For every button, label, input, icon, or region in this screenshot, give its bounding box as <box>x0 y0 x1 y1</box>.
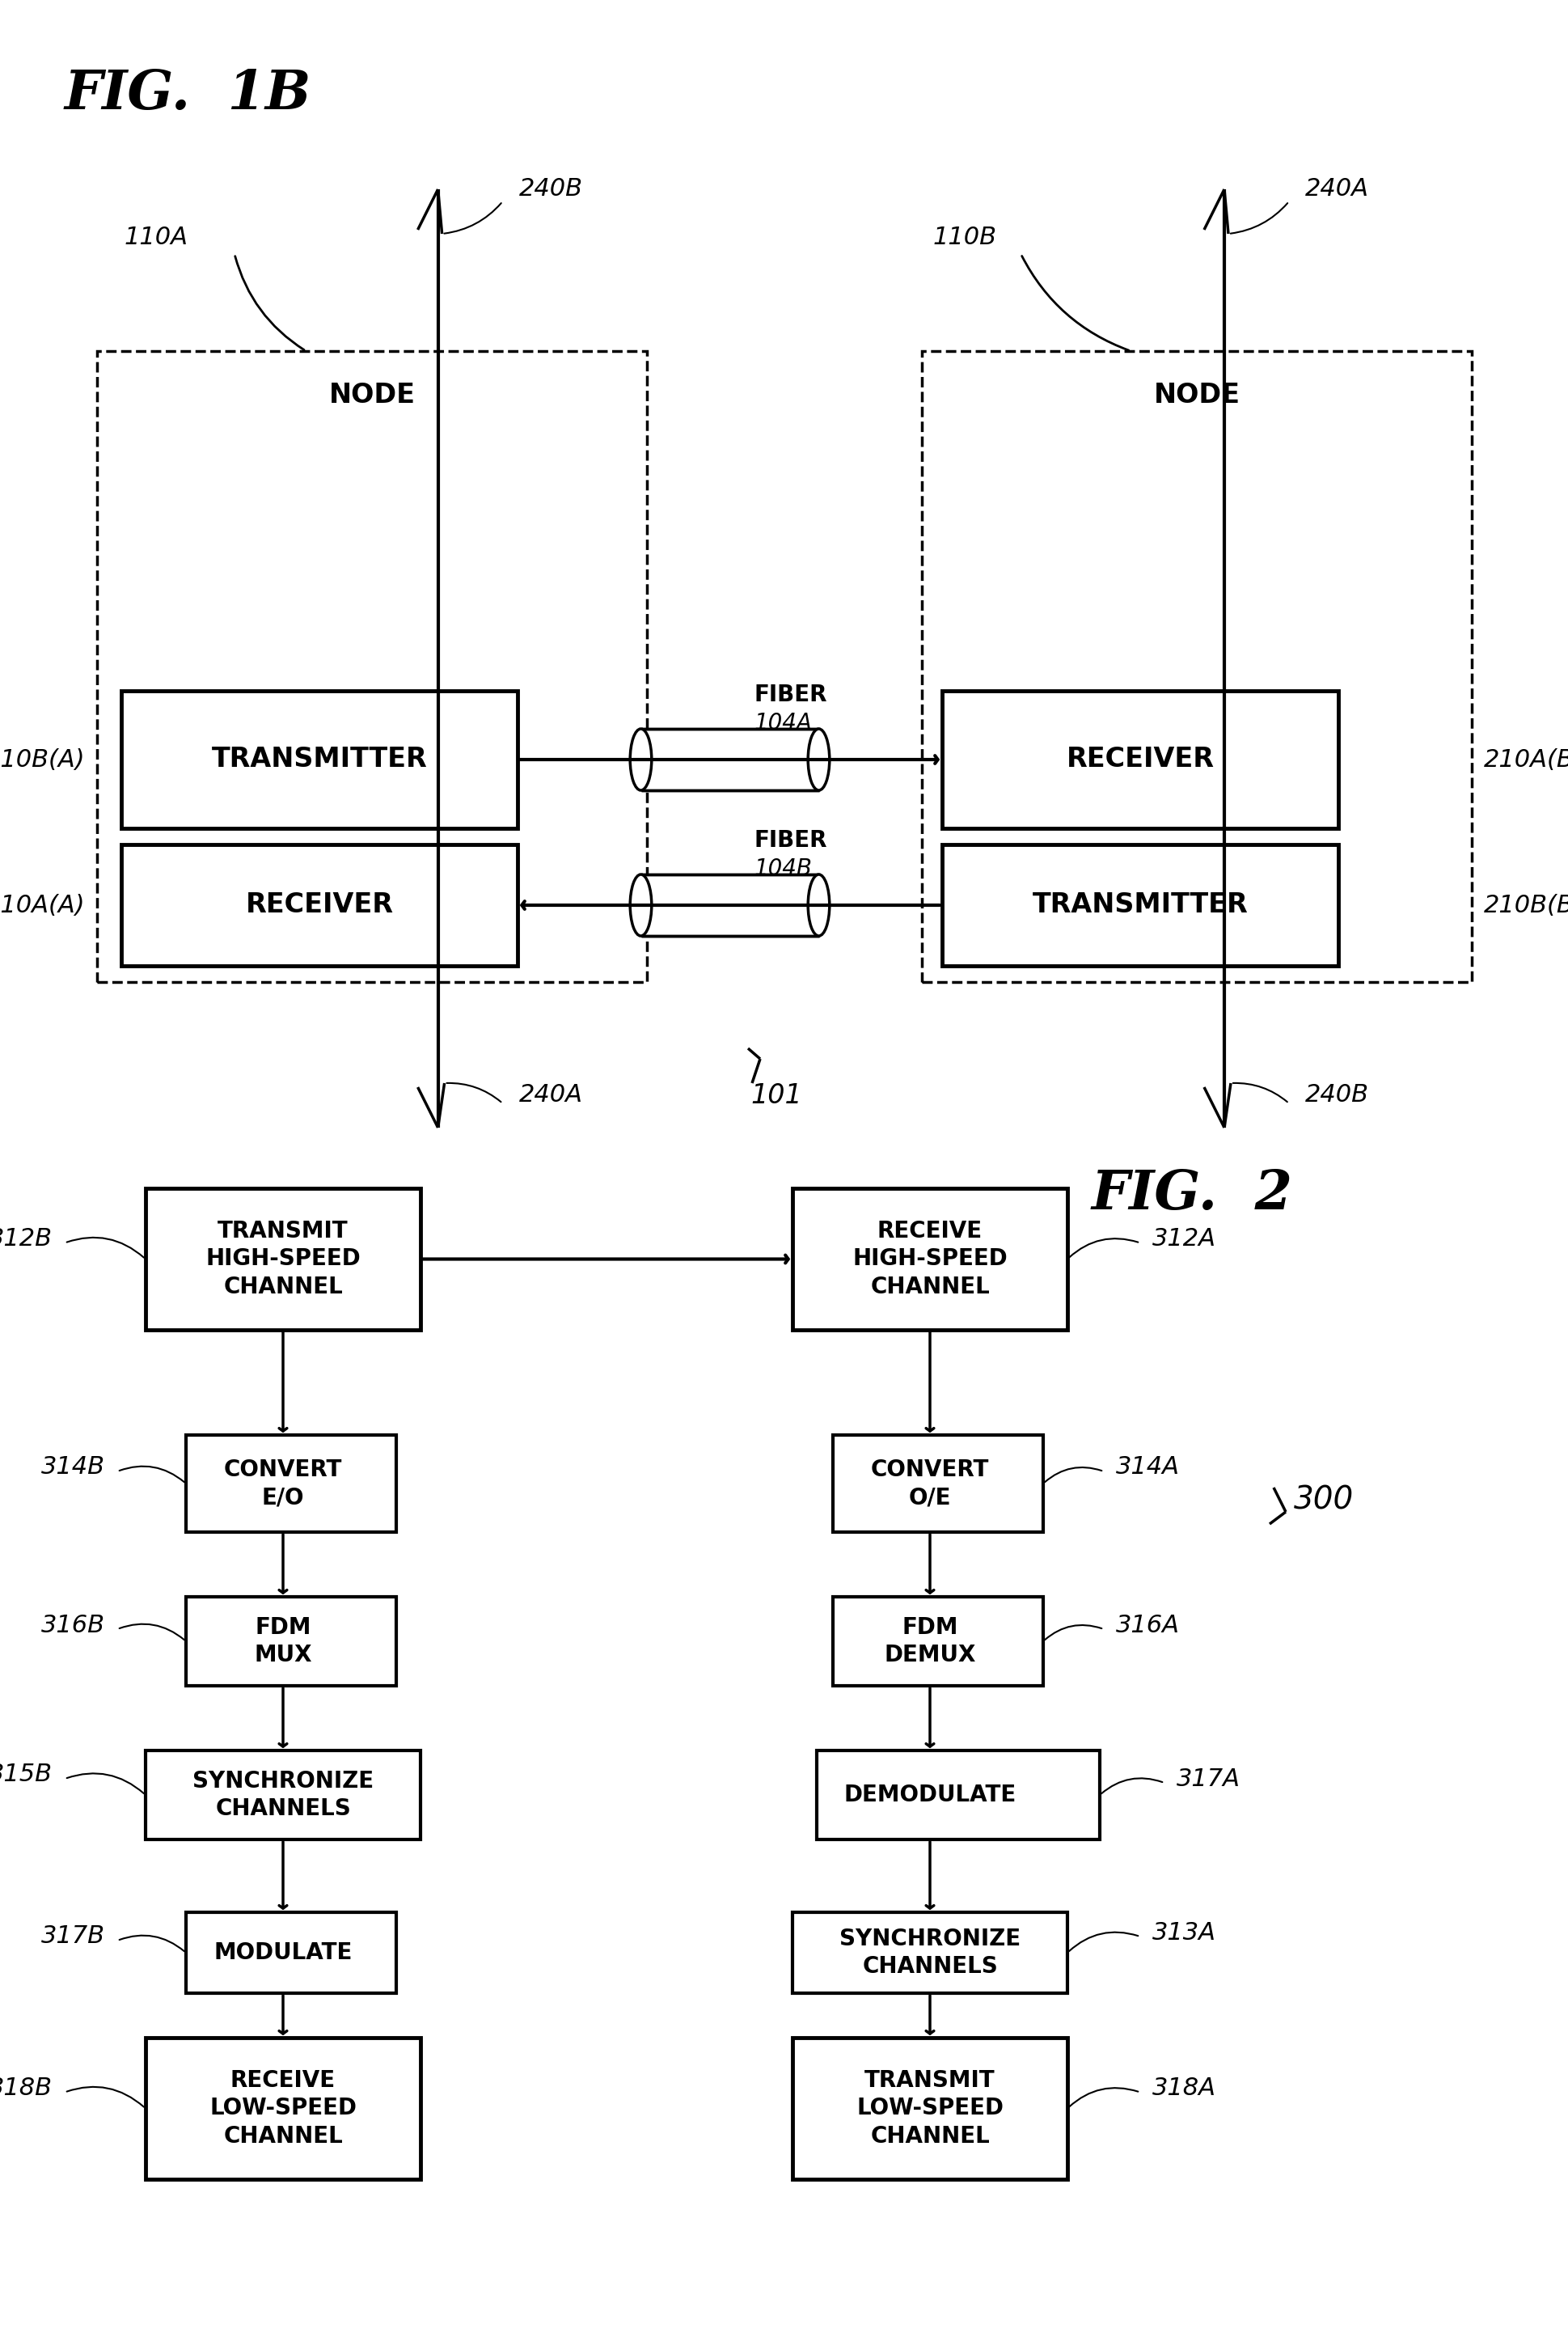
Text: 110B: 110B <box>933 227 997 250</box>
Text: 317B: 317B <box>41 1924 105 1948</box>
Text: CONVERT
E/O: CONVERT E/O <box>224 1458 342 1510</box>
Text: FDM
MUX: FDM MUX <box>254 1615 312 1667</box>
Bar <box>833 1597 1043 1686</box>
Bar <box>97 351 648 981</box>
Bar <box>187 1597 397 1686</box>
Bar <box>792 1189 1068 1330</box>
Text: 315B: 315B <box>0 1763 53 1786</box>
Text: 317A: 317A <box>1176 1767 1240 1791</box>
Text: 240B: 240B <box>1305 1084 1369 1107</box>
Bar <box>641 728 818 791</box>
Text: 240B: 240B <box>519 178 583 201</box>
Bar <box>817 1751 1099 1840</box>
Bar <box>641 876 818 936</box>
Text: 300: 300 <box>1294 1484 1353 1515</box>
Text: 316A: 316A <box>1116 1613 1179 1636</box>
Bar <box>121 845 517 967</box>
Text: 240A: 240A <box>519 1084 583 1107</box>
Text: 104A: 104A <box>754 712 812 735</box>
Text: 318B: 318B <box>0 2076 53 2100</box>
Text: 313A: 313A <box>1152 1920 1217 1945</box>
Bar <box>146 2037 420 2179</box>
Ellipse shape <box>808 728 829 791</box>
Text: SYNCHRONIZE
CHANNELS: SYNCHRONIZE CHANNELS <box>193 1770 373 1821</box>
Text: 104B: 104B <box>754 857 812 880</box>
Text: RECEIVER: RECEIVER <box>246 892 394 918</box>
Text: TRANSMITTER: TRANSMITTER <box>212 747 426 773</box>
Bar <box>187 1913 397 1992</box>
Text: DEMODULATE: DEMODULATE <box>844 1784 1016 1807</box>
Text: FIBER: FIBER <box>754 829 828 852</box>
Text: NODE: NODE <box>329 382 416 410</box>
Bar <box>187 1435 397 1531</box>
Text: NODE: NODE <box>1154 382 1240 410</box>
Bar <box>792 2037 1068 2179</box>
Text: 210B(A): 210B(A) <box>0 747 85 770</box>
Text: FIG.  1B: FIG. 1B <box>64 68 312 119</box>
Text: RECEIVE
HIGH-SPEED
CHANNEL: RECEIVE HIGH-SPEED CHANNEL <box>853 1220 1008 1299</box>
Bar <box>792 1913 1068 1992</box>
Text: 316B: 316B <box>41 1613 105 1636</box>
Bar <box>121 691 517 829</box>
Text: TRANSMITTER: TRANSMITTER <box>1032 892 1248 918</box>
Bar <box>922 351 1472 981</box>
Text: CONVERT
O/E: CONVERT O/E <box>870 1458 989 1510</box>
Text: MODULATE: MODULATE <box>213 1941 353 1964</box>
Bar <box>146 1751 420 1840</box>
Bar <box>942 845 1339 967</box>
Text: FIG.  2: FIG. 2 <box>1091 1168 1294 1220</box>
Text: 312B: 312B <box>0 1227 53 1250</box>
Text: RECEIVER: RECEIVER <box>1066 747 1214 773</box>
Text: 312A: 312A <box>1152 1227 1217 1250</box>
Text: TRANSMIT
LOW-SPEED
CHANNEL: TRANSMIT LOW-SPEED CHANNEL <box>856 2069 1004 2147</box>
Text: FIBER: FIBER <box>754 684 828 707</box>
Text: 110A: 110A <box>124 227 188 250</box>
Text: SYNCHRONIZE
CHANNELS: SYNCHRONIZE CHANNELS <box>839 1927 1021 1978</box>
Text: 314A: 314A <box>1116 1456 1179 1480</box>
Text: TRANSMIT
HIGH-SPEED
CHANNEL: TRANSMIT HIGH-SPEED CHANNEL <box>205 1220 361 1299</box>
Ellipse shape <box>630 728 652 791</box>
Text: 101: 101 <box>751 1082 803 1110</box>
Text: 210A(A): 210A(A) <box>0 894 85 918</box>
Bar <box>833 1435 1043 1531</box>
Ellipse shape <box>808 876 829 936</box>
Text: 240A: 240A <box>1305 178 1369 201</box>
Text: 210B(B): 210B(B) <box>1483 894 1568 918</box>
Text: 318A: 318A <box>1152 2076 1217 2100</box>
Bar <box>146 1189 420 1330</box>
Text: 210A(B): 210A(B) <box>1483 747 1568 770</box>
Bar <box>942 691 1339 829</box>
Text: FDM
DEMUX: FDM DEMUX <box>884 1615 975 1667</box>
Text: RECEIVE
LOW-SPEED
CHANNEL: RECEIVE LOW-SPEED CHANNEL <box>210 2069 356 2147</box>
Ellipse shape <box>630 876 652 936</box>
Text: 314B: 314B <box>41 1456 105 1480</box>
